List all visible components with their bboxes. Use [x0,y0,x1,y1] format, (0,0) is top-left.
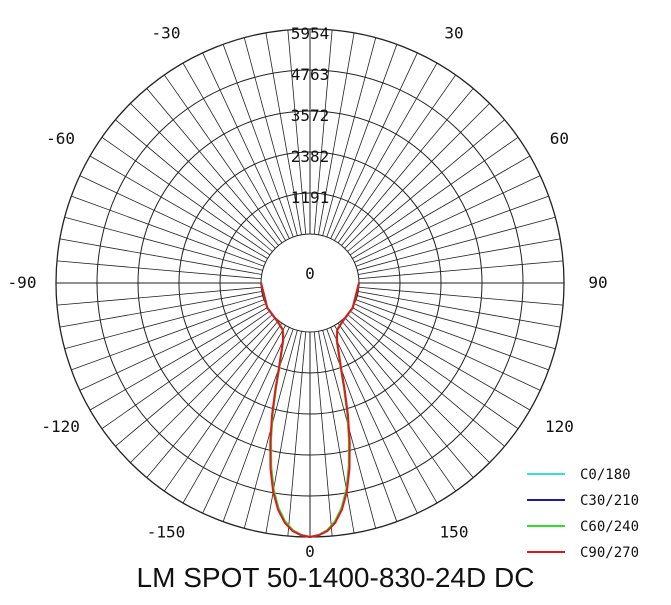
chart-title: LM SPOT 50-1400-830-24D DC [136,562,535,593]
angle-label: 60 [550,129,569,148]
grid-spoke [222,44,294,238]
grid-spoke [358,260,564,280]
grid-spoke [322,37,377,236]
grid-spoke [352,155,531,259]
grid-spoke [313,29,333,235]
grid-spoke [89,307,268,411]
grid-spoke [89,155,268,259]
grid-spoke [265,331,302,534]
radial-tick-label: 2382 [291,147,330,166]
grid-spoke [355,195,549,267]
angle-label: 150 [440,522,469,541]
grid-spoke [326,44,398,238]
grid-spoke [358,238,561,275]
grid-spoke [64,216,263,271]
chart-labels: 1191 2382 3572 4763 5954 0 30 -30 60 -60 90 -90 120 -… [8,24,608,561]
grid-spoke [115,314,273,447]
grid-spoke [330,327,418,514]
grid-spoke [347,119,505,252]
grid-spoke [130,103,276,249]
grid-spoke [347,314,505,447]
grid-spoke [337,74,457,244]
grid-spoke [56,286,262,306]
grid-spoke [313,331,333,537]
grid-spoke [318,331,355,534]
angle-label: -90 [8,273,37,292]
grid-ring [137,110,483,456]
series-line [260,282,360,539]
grid-spoke [341,88,474,246]
grid-spoke [349,310,519,430]
chart-legend: C0/180 C30/210 C60/240 C90/270 [527,467,639,561]
radial-tick-label: 3572 [291,106,330,125]
grid-spoke [79,175,266,263]
grid-ring [219,192,401,374]
grid-spoke [101,310,271,430]
grid-spoke [59,238,262,275]
grid-spoke [222,328,294,522]
radial-tick-label: 1191 [291,188,330,207]
grid-spoke [202,327,290,514]
angle-label: 0 [305,542,315,561]
grid-spoke [357,216,556,271]
grid-spoke [265,32,302,235]
angle-label: 90 [588,273,607,292]
grid-spoke [344,103,490,249]
grid-spoke [344,317,490,463]
grid-spoke [318,32,355,235]
grid-spoke [358,286,564,306]
grid-spoke [146,320,279,478]
grid-spoke [182,325,286,504]
grid-spoke [349,136,519,256]
grid-spoke [130,317,276,463]
grid-spoke [71,299,265,371]
grid-spoke [287,331,307,537]
grid-ring [178,151,442,415]
intensity-curves [260,282,360,539]
grid-spoke [182,62,286,241]
grid-spoke [330,52,418,239]
grid-spoke [71,195,265,267]
grid-spoke [337,322,457,492]
grid-spoke [163,74,283,244]
angle-label: -120 [41,417,80,436]
grid-spoke [354,303,541,391]
legend-label: C60/240 [580,519,639,535]
grid-spoke [243,37,298,236]
grid-spoke [334,62,438,241]
angle-label: -150 [147,522,186,541]
grid-spoke [358,291,561,328]
grid-spoke [115,119,273,252]
grid-spoke [354,175,541,263]
legend-label: C90/270 [580,545,639,561]
grid-spoke [334,325,438,504]
legend-label: C0/180 [580,467,631,483]
angle-label: -60 [46,129,75,148]
angle-label: 30 [444,24,463,43]
grid-spoke [163,322,283,492]
grid-spoke [202,52,290,239]
grid-spoke [352,307,531,411]
radial-tick-label: 4763 [291,65,330,84]
grid-ring [96,69,524,497]
grid-spoke [355,299,549,371]
center-label: 0 [305,264,315,283]
grid-spoke [326,328,398,522]
grid-spoke [64,295,263,350]
grid-spoke [56,260,262,280]
grid-spoke [341,320,474,478]
angle-label: -30 [152,24,181,43]
grid-spoke [59,291,262,328]
angle-label: 120 [545,417,574,436]
radial-tick-label: 5954 [291,24,330,43]
grid-spoke [146,88,279,246]
grid-spoke [287,29,307,235]
grid-spoke [79,303,266,391]
grid-spoke [357,295,556,350]
legend-label: C30/210 [580,493,639,509]
grid-spoke [101,136,271,256]
